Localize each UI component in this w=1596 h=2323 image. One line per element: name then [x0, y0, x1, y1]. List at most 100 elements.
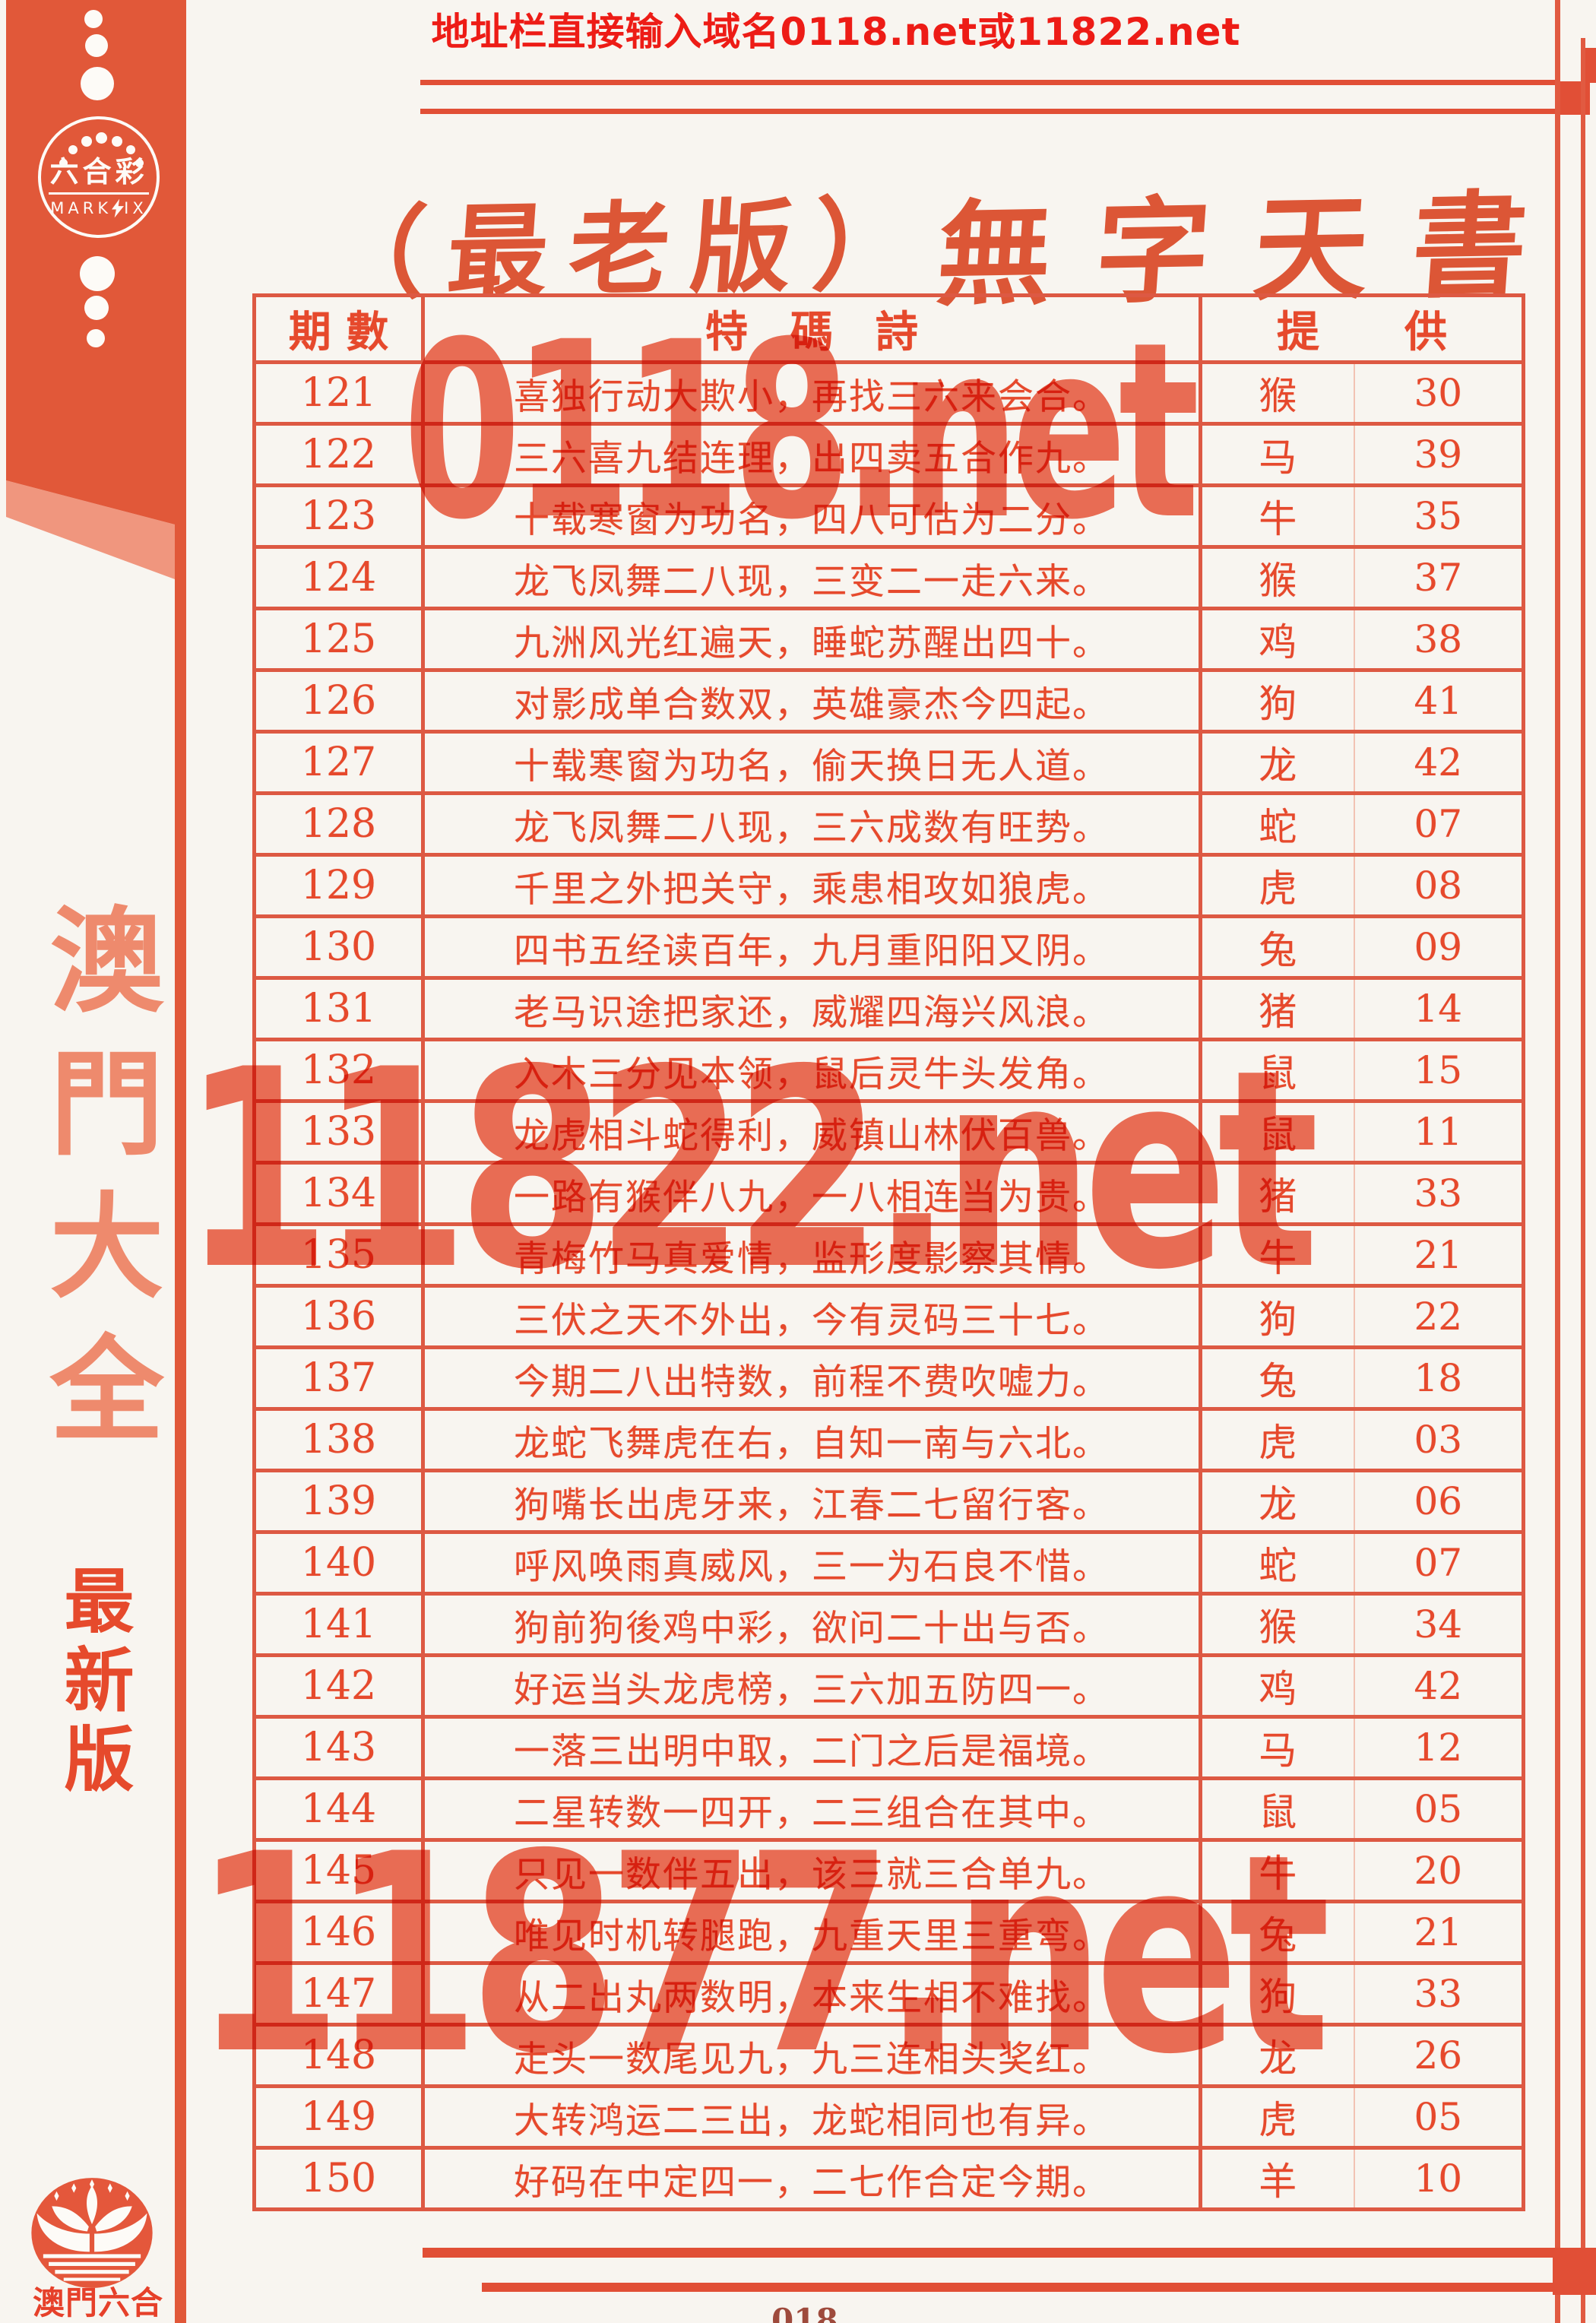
sidebar: 六合彩 MARK IX	[6, 0, 175, 524]
poem-cell: 四书五经读百年，九月重阳阳又阴。	[421, 914, 1202, 980]
logo-arc-dot	[68, 145, 78, 154]
number-cell: 42	[1353, 730, 1525, 795]
number-cell: 07	[1353, 791, 1525, 857]
number-cell: 08	[1353, 853, 1525, 918]
poem-cell: 狗嘴长出虎牙来，江春二七留行客。	[421, 1469, 1202, 1534]
lightning-icon	[112, 198, 125, 218]
period-cell: 123	[252, 483, 425, 549]
col-header-provide: 提 供	[1199, 293, 1525, 364]
period-cell: 147	[252, 1961, 425, 2027]
number-cell: 12	[1353, 1715, 1525, 1780]
table-row: 146 唯见时机转腿跑，九重天里三重弯。 兔 21	[252, 1900, 1525, 1965]
number-cell: 37	[1353, 545, 1525, 610]
period-cell: 138	[252, 1407, 425, 1472]
animal-cell: 狗	[1199, 1961, 1355, 2027]
number-cell: 41	[1353, 668, 1525, 734]
number-cell: 06	[1353, 1469, 1525, 1534]
table-row: 147 从二出丸两数明，本来生相不难找。 狗 33	[252, 1961, 1525, 2027]
poem-cell: 一路有猴伴八九，一八相连当为贵。	[421, 1161, 1202, 1226]
period-cell: 132	[252, 1038, 425, 1103]
decorative-dot	[84, 296, 109, 320]
decorative-dot	[85, 34, 108, 57]
animal-cell: 虎	[1199, 2084, 1355, 2150]
number-cell: 38	[1353, 607, 1525, 672]
table-body: 121 喜独行动大欺小，再找三六来会合。 猴 30 122 三六喜九结连理，出四…	[252, 360, 1525, 2211]
number-cell: 09	[1353, 914, 1525, 980]
period-cell: 127	[252, 730, 425, 795]
animal-cell: 龙	[1199, 1469, 1355, 1534]
poem-cell: 呼风唤雨真威风，三一为石良不惜。	[421, 1530, 1202, 1596]
poem-cell: 一落三出明中取，二门之后是福境。	[421, 1715, 1202, 1780]
table-row: 134 一路有猴伴八九，一八相连当为贵。 猪 33	[252, 1161, 1525, 1226]
poem-cell: 青梅竹马真爱情，监形度影察其情。	[421, 1222, 1202, 1288]
animal-cell: 牛	[1199, 483, 1355, 549]
number-cell: 39	[1353, 422, 1525, 487]
period-cell: 128	[252, 791, 425, 857]
number-cell: 14	[1353, 976, 1525, 1041]
number-cell: 21	[1353, 1900, 1525, 1965]
animal-cell: 兔	[1199, 914, 1355, 980]
animal-cell: 鼠	[1199, 1099, 1355, 1165]
number-cell: 42	[1353, 1653, 1525, 1719]
period-cell: 148	[252, 2023, 425, 2088]
table-header-row: 期 數 特 碼 詩 提 供	[252, 293, 1525, 364]
prediction-table: 期 數 特 碼 詩 提 供 121 喜独行动大欺小，再找三六来会合。 猴 30 …	[252, 293, 1525, 2211]
poem-cell: 今期二八出特数，前程不费吹嘘力。	[421, 1345, 1202, 1411]
table-row: 139 狗嘴长出虎牙来，江春二七留行客。 龙 06	[252, 1469, 1525, 1534]
number-cell: 26	[1353, 2023, 1525, 2088]
logo-cn-text: 六合彩	[49, 155, 148, 189]
period-cell: 143	[252, 1715, 425, 1780]
poem-cell: 走头一数尾见九，九三连相头奖红。	[421, 2023, 1202, 2088]
table-row: 136 三伏之天不外出，今有灵码三十七。 狗 22	[252, 1284, 1525, 1349]
animal-cell: 羊	[1199, 2146, 1355, 2211]
poem-cell: 只见一数伴五出，该三就三合单九。	[421, 1838, 1202, 1903]
period-cell: 146	[252, 1900, 425, 1965]
col-header-poem: 特 碼 詩	[421, 293, 1202, 364]
animal-cell: 马	[1199, 422, 1355, 487]
table-row: 132 入木三分见本领，鼠后灵牛头发角。 鼠 15	[252, 1038, 1525, 1103]
poem-cell: 十载寒窗为功名，偷天换日无人道。	[421, 730, 1202, 795]
poem-cell: 喜独行动大欺小，再找三六来会合。	[421, 360, 1202, 426]
poem-cell: 好运当头龙虎榜，三六加五防四一。	[421, 1653, 1202, 1719]
logo-en-right: IX	[124, 199, 147, 217]
sidebar-edition-label: 最新版	[52, 1564, 134, 1802]
table-row: 148 走头一数尾见九，九三连相头奖红。 龙 26	[252, 2023, 1525, 2088]
table-row: 130 四书五经读百年，九月重阳阳又阴。 兔 09	[252, 914, 1525, 980]
number-cell: 15	[1353, 1038, 1525, 1103]
poem-cell: 龙飞凤舞二八现，三变二一走六来。	[421, 545, 1202, 610]
animal-cell: 马	[1199, 1715, 1355, 1780]
animal-cell: 虎	[1199, 1407, 1355, 1472]
mark-six-logo: 六合彩 MARK IX	[38, 116, 160, 238]
animal-cell: 龙	[1199, 730, 1355, 795]
table-row: 142 好运当头龙虎榜，三六加五防四一。 鸡 42	[252, 1653, 1525, 1719]
table-row: 131 老马识途把家还，威耀四海兴风浪。 猪 14	[252, 976, 1525, 1041]
animal-cell: 狗	[1199, 668, 1355, 734]
number-cell: 30	[1353, 360, 1525, 426]
animal-cell: 鼠	[1199, 1776, 1355, 1842]
top-banner-text: 地址栏直接输入域名0118.net或11822.net	[431, 10, 1241, 54]
animal-cell: 虎	[1199, 853, 1355, 918]
header-rule-top	[420, 80, 1556, 85]
animal-cell: 蛇	[1199, 1530, 1355, 1596]
table-row: 121 喜独行动大欺小，再找三六来会合。 猴 30	[252, 360, 1525, 426]
table-row: 150 好码在中定四一，二七作合定今期。 羊 10	[252, 2146, 1525, 2211]
period-cell: 122	[252, 422, 425, 487]
number-cell: 07	[1353, 1530, 1525, 1596]
footer-rule-top	[423, 2248, 1596, 2258]
period-cell: 144	[252, 1776, 425, 1842]
number-cell: 33	[1353, 1161, 1525, 1226]
logo-arc-dot	[135, 159, 144, 167]
footer-rule-bottom	[482, 2283, 1596, 2292]
table-row: 125 九洲风光红遍天，睡蛇苏醒出四十。 鸡 38	[252, 607, 1525, 672]
table-row: 124 龙飞凤舞二八现，三变二一走六来。 猴 37	[252, 545, 1525, 610]
decorative-dot	[80, 256, 115, 291]
period-cell: 133	[252, 1099, 425, 1165]
number-cell: 33	[1353, 1961, 1525, 2027]
number-cell: 10	[1353, 2146, 1525, 2211]
number-cell: 34	[1353, 1592, 1525, 1657]
table-row: 138 龙蛇飞舞虎在右，自知一南与六北。 虎 03	[252, 1407, 1525, 1472]
table-row: 128 龙飞凤舞二八现，三六成数有旺势。 蛇 07	[252, 791, 1525, 857]
table-row: 137 今期二八出特数，前程不费吹嘘力。 兔 18	[252, 1345, 1525, 1411]
col-header-period: 期 數	[252, 293, 425, 364]
animal-cell: 龙	[1199, 2023, 1355, 2088]
